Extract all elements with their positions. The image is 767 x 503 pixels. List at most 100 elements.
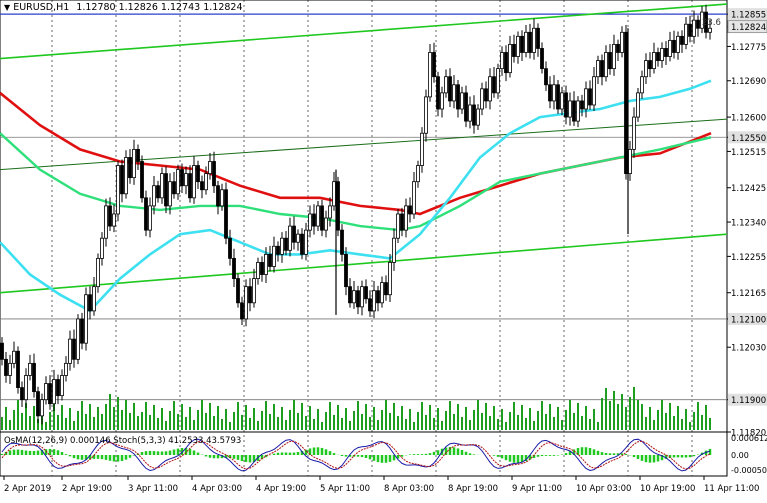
- candle-body: [552, 84, 556, 102]
- candle-body: [516, 35, 520, 57]
- candle-body: [284, 237, 288, 251]
- candle-body: [32, 362, 36, 393]
- candle-body: [508, 44, 512, 74]
- candle-body: [292, 225, 296, 243]
- indicator-tick-label: -0.000502: [731, 466, 767, 475]
- candle-body: [524, 31, 528, 53]
- candle-body: [448, 76, 452, 102]
- level-price-box: [728, 312, 767, 325]
- candle-body: [468, 104, 472, 122]
- candle-body: [204, 173, 208, 191]
- candle-body: [340, 229, 344, 255]
- candle-body: [348, 286, 352, 304]
- candle-body: [252, 278, 256, 304]
- candle-body: [404, 205, 408, 231]
- candle-body: [392, 237, 396, 263]
- candle-body: [604, 52, 608, 78]
- candle-body: [132, 148, 136, 179]
- y-tick-label: 1.12340: [731, 219, 766, 229]
- x-tick-label: 2 Apr 2019: [4, 484, 51, 494]
- candle-body: [676, 35, 680, 53]
- osma-indicator: 0.0006123 0.00 -0.000502: [0, 434, 767, 475]
- candle-body: [396, 213, 400, 239]
- y-tick-label: 1.12690: [731, 77, 766, 87]
- candle-body: [188, 173, 192, 199]
- x-tick-label: 10 Apr 19:00: [640, 484, 695, 494]
- candle-body: [608, 52, 612, 70]
- candle-body: [128, 157, 132, 179]
- candle-body: [368, 298, 372, 312]
- candle-body: [640, 76, 644, 94]
- candle-body: [472, 104, 476, 126]
- candle-body: [488, 76, 492, 102]
- y-tick-label: 1.12425: [731, 184, 766, 194]
- candle-body: [612, 44, 616, 70]
- candle-body: [652, 52, 656, 70]
- y-tick-label: 1.11820: [731, 429, 766, 439]
- candle-body: [220, 189, 224, 207]
- horizontal-levels: [0, 13, 727, 401]
- candle-body: [388, 262, 392, 296]
- candle-body: [280, 237, 284, 255]
- candle-body: [28, 362, 32, 376]
- candle-body: [192, 165, 196, 199]
- candle-body: [440, 92, 444, 110]
- candle-body: [156, 185, 160, 199]
- candle-body: [120, 165, 124, 195]
- candle-body: [704, 11, 708, 33]
- candle-body: [476, 108, 480, 126]
- candle-body: [320, 205, 324, 231]
- symbol-icon[interactable]: ▼: [4, 3, 11, 12]
- candle-body: [372, 290, 376, 312]
- y-tick-label: 1.12855: [731, 11, 766, 21]
- header-bar: ▼ EURUSD,H1 1.12780 1.12826 1.12743 1.12…: [4, 2, 243, 13]
- candle-body: [168, 181, 172, 207]
- candle-body: [624, 31, 628, 175]
- candle-body: [164, 173, 168, 207]
- candle-body: [0, 342, 4, 360]
- candle-body: [572, 100, 576, 122]
- candle-body: [56, 379, 60, 397]
- candle-body: [512, 44, 516, 57]
- candle-body: [528, 31, 532, 53]
- candle-body: [20, 387, 24, 401]
- candle-body: [660, 48, 664, 61]
- candle-body: [700, 11, 704, 29]
- candle-body: [444, 76, 448, 94]
- x-tick-label: 3 Apr 11:00: [128, 484, 178, 494]
- stoch-signal-line: [1, 440, 711, 470]
- candle-body: [324, 217, 328, 231]
- candle-body: [308, 213, 312, 231]
- time-axis: 2 Apr 2019 2 Apr 19:00 3 Apr 11:00 4 Apr 03…: [3, 476, 759, 494]
- candle-body: [360, 286, 364, 308]
- candle-body: [16, 350, 20, 388]
- candle-body: [632, 116, 636, 150]
- candle-body: [52, 379, 56, 405]
- candle-body: [36, 391, 40, 417]
- y-tick-label: 1.12515: [731, 148, 766, 158]
- candle-body: [104, 205, 108, 239]
- candle-body: [312, 213, 316, 227]
- candle-body: [564, 92, 568, 118]
- fib-label: 23.6: [702, 18, 721, 28]
- candle-body: [412, 181, 416, 215]
- candle-body: [556, 84, 560, 110]
- candle-body: [540, 48, 544, 70]
- x-tick-label: 10 Apr 03:00: [576, 484, 631, 494]
- candle-body: [644, 60, 648, 78]
- candle-body: [272, 245, 276, 267]
- candle-body: [116, 165, 120, 215]
- candle-body: [304, 229, 308, 255]
- level-price-box: [728, 8, 767, 21]
- candle-body: [588, 88, 592, 106]
- candle-body: [460, 92, 464, 110]
- candle-body: [108, 205, 112, 227]
- candle-body: [664, 48, 668, 57]
- candle-body: [92, 286, 96, 312]
- candle-body: [692, 19, 696, 37]
- candle-body: [364, 286, 368, 300]
- current-price-box: [727, 20, 767, 34]
- candle-body: [60, 375, 64, 397]
